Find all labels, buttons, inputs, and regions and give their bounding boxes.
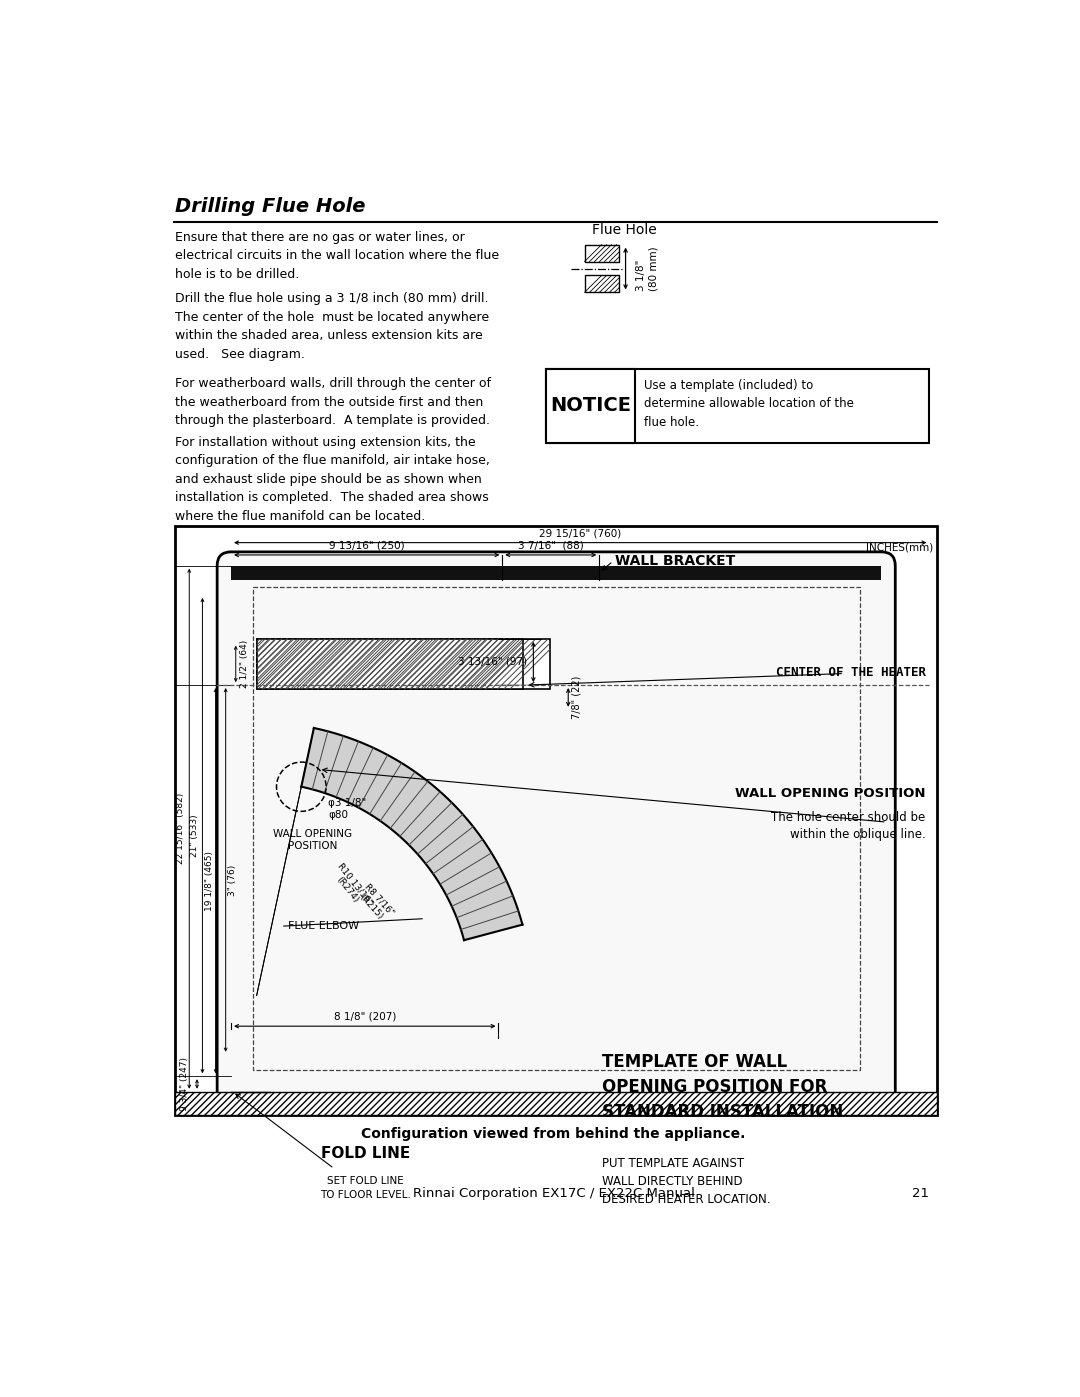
Text: 29 15/16" (760): 29 15/16" (760) xyxy=(539,528,621,538)
Text: 2 1/2" (64): 2 1/2" (64) xyxy=(240,640,248,689)
Bar xyxy=(231,566,881,580)
Text: φ3 1/8"
φ80: φ3 1/8" φ80 xyxy=(328,798,367,820)
Text: Ensure that there are no gas or water lines, or
electrical circuits in the wall : Ensure that there are no gas or water li… xyxy=(175,231,499,281)
Bar xyxy=(584,275,619,292)
Text: Rinnai Corporation EX17C / EX22C Manual: Rinnai Corporation EX17C / EX22C Manual xyxy=(413,1187,694,1200)
Text: FOLD LINE: FOLD LINE xyxy=(321,1146,409,1161)
Text: R10 13/16"
(R274): R10 13/16" (R274) xyxy=(328,861,375,912)
Text: 3 13/16" (97): 3 13/16" (97) xyxy=(458,657,527,666)
Bar xyxy=(584,244,619,261)
FancyBboxPatch shape xyxy=(217,552,895,1105)
Text: Drill the flue hole using a 3 1/8 inch (80 mm) drill.
The center of the hole  mu: Drill the flue hole using a 3 1/8 inch (… xyxy=(175,292,489,360)
Text: CENTER OF THE HEATER: CENTER OF THE HEATER xyxy=(775,666,926,679)
Text: FLUE ELBOW: FLUE ELBOW xyxy=(287,921,359,930)
Text: WALL BRACKET: WALL BRACKET xyxy=(615,555,735,569)
Text: Configuration viewed from behind the appliance.: Configuration viewed from behind the app… xyxy=(362,1127,745,1141)
Text: For weatherboard walls, drill through the center of
the weatherboard from the ou: For weatherboard walls, drill through th… xyxy=(175,377,491,427)
Bar xyxy=(257,638,523,689)
Text: TEMPLATE OF WALL
OPENING POSITION FOR
STANDARD INSTALLATION: TEMPLATE OF WALL OPENING POSITION FOR ST… xyxy=(602,1053,842,1122)
Text: WALL OPENING POSITION: WALL OPENING POSITION xyxy=(735,788,926,800)
Bar xyxy=(545,369,635,443)
Text: 19 1/8" (465): 19 1/8" (465) xyxy=(205,851,214,911)
Text: 7/8" (22): 7/8" (22) xyxy=(571,676,581,719)
Text: NOTICE: NOTICE xyxy=(550,397,631,415)
Bar xyxy=(175,1091,937,1115)
Text: Use a template (included) to
determine allowable location of the
flue hole.: Use a template (included) to determine a… xyxy=(644,379,854,429)
Bar xyxy=(253,587,860,1070)
Text: For installation without using extension kits, the
configuration of the flue man: For installation without using extension… xyxy=(175,436,490,522)
Text: Drilling Flue Hole: Drilling Flue Hole xyxy=(175,197,366,217)
Polygon shape xyxy=(301,728,523,940)
Text: SET FOLD LINE
TO FLOOR LEVEL.: SET FOLD LINE TO FLOOR LEVEL. xyxy=(320,1176,410,1200)
Text: INCHES(mm): INCHES(mm) xyxy=(866,542,933,552)
Text: The hole center should be
within the oblique line.: The hole center should be within the obl… xyxy=(771,810,926,841)
Text: Flue Hole: Flue Hole xyxy=(592,224,657,237)
Bar xyxy=(257,638,551,689)
Text: 3 7/16"  (88): 3 7/16" (88) xyxy=(518,541,583,550)
Text: 21: 21 xyxy=(913,1187,930,1200)
Text: 3 1/8"
(80 mm): 3 1/8" (80 mm) xyxy=(636,246,658,291)
Text: 22 15/16" (582): 22 15/16" (582) xyxy=(176,793,185,865)
Text: 8 1/8" (207): 8 1/8" (207) xyxy=(334,1011,396,1021)
Text: R8 7/16"
(R215): R8 7/16" (R215) xyxy=(354,883,395,925)
Text: 3" (76): 3" (76) xyxy=(228,865,237,897)
Text: WALL OPENING
POSITION: WALL OPENING POSITION xyxy=(273,828,352,851)
Text: PUT TEMPLATE AGAINST
WALL DIRECTLY BEHIND
DESIRED HEATER LOCATION.: PUT TEMPLATE AGAINST WALL DIRECTLY BEHIN… xyxy=(602,1157,770,1206)
Text: 9 3/4" (247): 9 3/4" (247) xyxy=(180,1058,189,1111)
Bar xyxy=(175,525,937,1115)
Text: 9 13/16" (250): 9 13/16" (250) xyxy=(329,541,405,550)
Text: 21" (533): 21" (533) xyxy=(190,814,199,856)
Bar xyxy=(545,369,930,443)
